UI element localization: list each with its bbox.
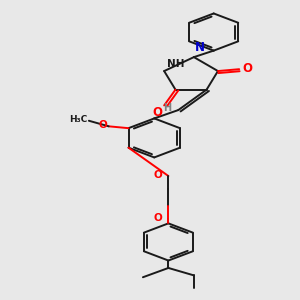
Text: O: O [98, 120, 107, 130]
Text: NH: NH [167, 59, 184, 69]
Text: O: O [153, 106, 163, 119]
Text: N: N [195, 41, 205, 54]
Text: H: H [163, 103, 171, 113]
Text: H₃C: H₃C [69, 115, 88, 124]
Text: O: O [154, 213, 163, 223]
Text: O: O [154, 170, 163, 180]
Text: O: O [242, 62, 252, 75]
